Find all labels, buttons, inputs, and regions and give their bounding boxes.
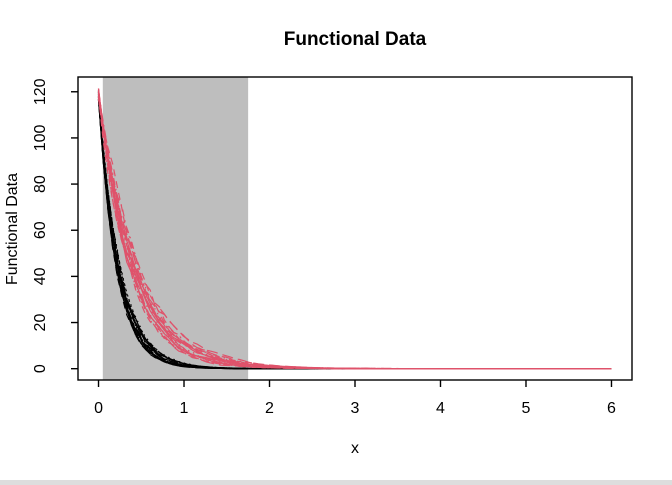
x-tick-label: 4 — [436, 400, 445, 417]
x-tick-label: 5 — [522, 400, 531, 417]
x-tick-label: 1 — [180, 400, 189, 417]
y-tick-label: 40 — [32, 267, 49, 285]
curve-slow-decay-pink-curves-17 — [97, 88, 612, 370]
x-tick-label: 3 — [351, 400, 360, 417]
y-tick-label: 20 — [32, 314, 49, 332]
shaded-region — [102, 77, 249, 380]
x-tick-label: 2 — [265, 400, 274, 417]
chart-title: Functional Data — [284, 29, 427, 50]
y-tick-label: 60 — [32, 221, 49, 239]
y-axis-label: Functional Data — [4, 173, 21, 285]
y-tick-label: 0 — [32, 364, 49, 373]
y-tick-label: 80 — [32, 175, 49, 193]
y-tick-label: 120 — [32, 78, 49, 105]
curve-slow-decay-pink-curves-19 — [97, 97, 612, 370]
curve-fast-decay-black-curves-16 — [97, 98, 612, 370]
x-axis-label: x — [351, 440, 359, 457]
x-tick-label: 0 — [94, 400, 103, 417]
y-tick-label: 100 — [32, 124, 49, 151]
x-tick-label: 6 — [607, 400, 616, 417]
